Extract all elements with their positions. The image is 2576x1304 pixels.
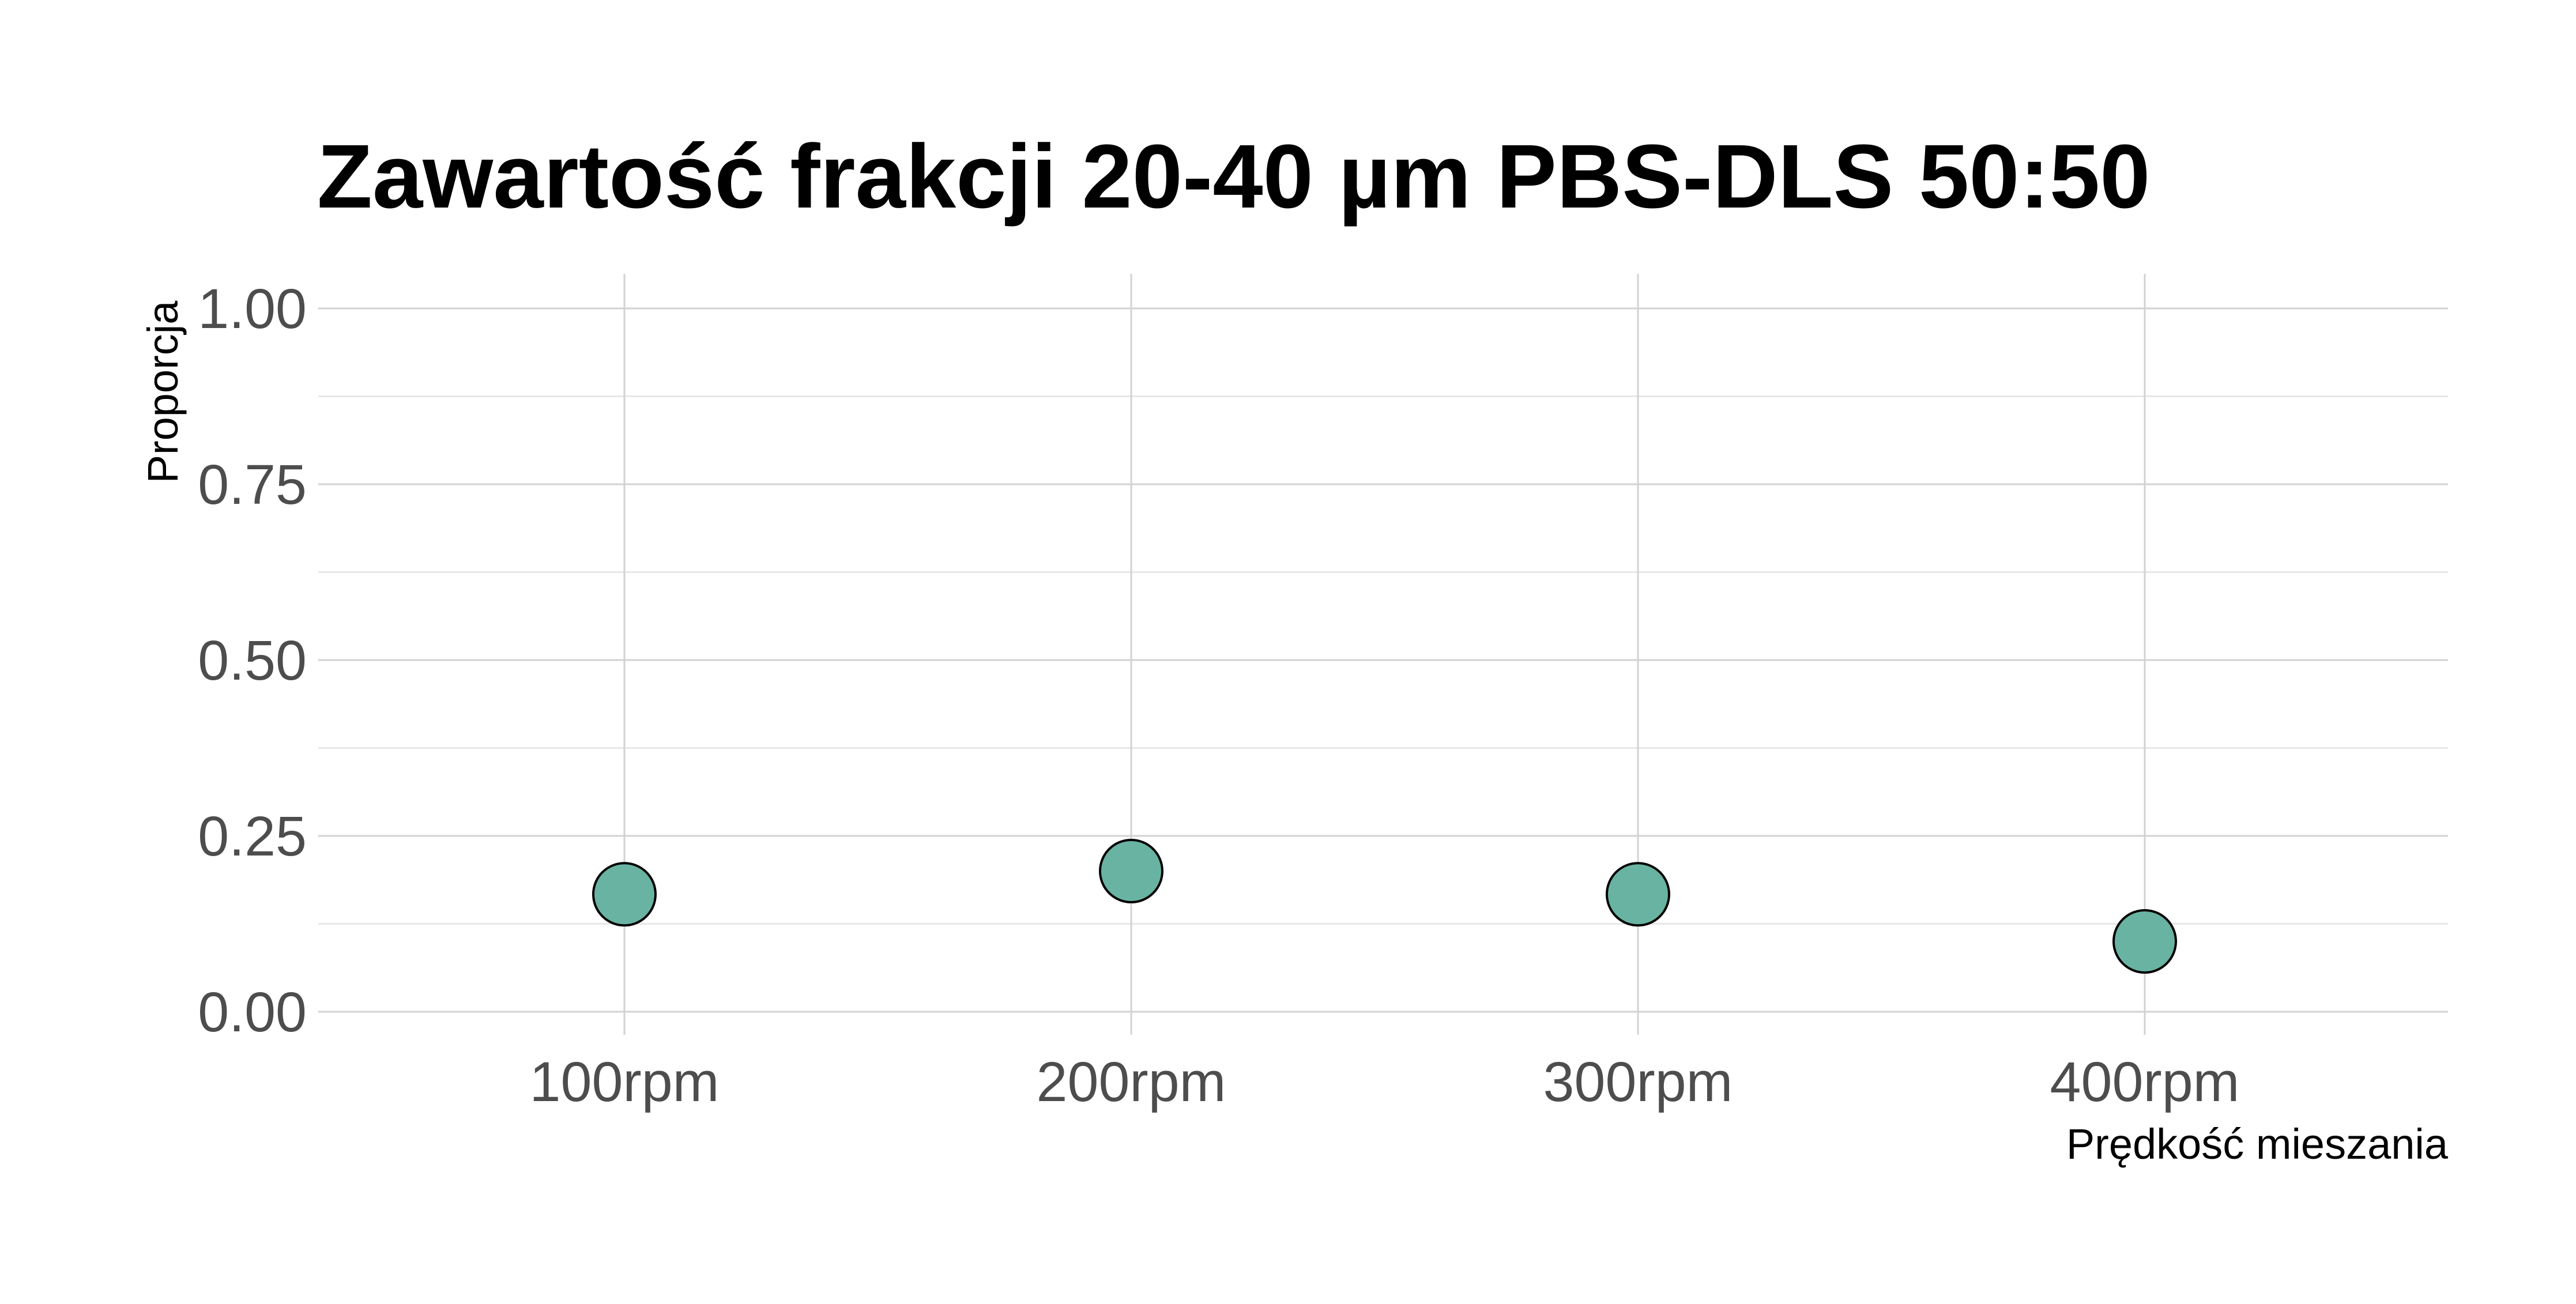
- data-points: [592, 839, 2177, 974]
- y-tick-label: 0.25: [198, 805, 307, 868]
- x-axis-title: Prędkość mieszania: [2066, 1120, 2449, 1168]
- x-tick-label: 300rpm: [1543, 1050, 1733, 1113]
- data-point: [1606, 862, 1670, 927]
- data-point: [2112, 909, 2177, 974]
- data-point: [1099, 839, 1163, 903]
- data-point: [592, 862, 657, 927]
- y-axis-ticks: 0.00 0.25 0.50 0.75 1.00: [198, 277, 307, 1043]
- y-tick-label: 0.50: [198, 629, 307, 692]
- x-tick-label: 100rpm: [530, 1050, 720, 1113]
- x-tick-label: 400rpm: [2050, 1050, 2240, 1113]
- y-tick-label: 0.00: [198, 981, 307, 1043]
- x-axis-ticks: 100rpm 200rpm 300rpm 400rpm: [530, 1050, 2240, 1113]
- y-tick-label: 0.75: [198, 453, 307, 516]
- y-tick-label: 1.00: [198, 277, 307, 340]
- y-axis-title: Proporcja: [139, 300, 187, 484]
- chart-title: Zawartość frakcji 20-40 µm PBS-DLS 50:50: [317, 126, 2150, 227]
- grid: [318, 274, 2448, 1035]
- x-tick-label: 200rpm: [1037, 1050, 1226, 1113]
